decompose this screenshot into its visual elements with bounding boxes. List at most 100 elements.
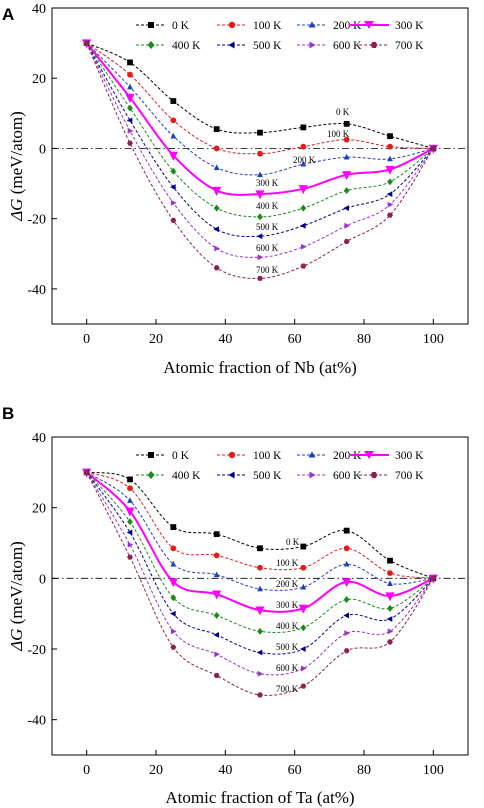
data-point-100-k (300, 143, 307, 150)
data-point-200-k (300, 160, 307, 167)
data-point-300-k (168, 151, 178, 161)
panel-b-x-tick-label: 0 (83, 763, 90, 778)
panel-b-y-tick-label: 40 (32, 431, 46, 446)
data-point-400-k (257, 213, 263, 221)
data-point-400-k (300, 204, 307, 212)
data-point-600-k (214, 651, 220, 658)
data-point-400-k (257, 627, 263, 635)
panel-a-legend: 0 K 100 K 200 K 300 K 400 K (136, 20, 424, 52)
data-point-0-k (127, 476, 133, 483)
panel-a-y-tick-label: 0 (39, 142, 46, 157)
data-point-500-k (386, 191, 393, 197)
panel-b-y-tick-label: 0 (39, 572, 46, 587)
legend-marker-600-k (309, 41, 316, 49)
data-point-300-k (212, 590, 222, 600)
data-point-100-k (343, 545, 350, 552)
legend-label-100-k: 100 K (253, 20, 282, 32)
data-point-700-k (300, 683, 307, 689)
legend-item-700-k: 700 K (359, 40, 424, 52)
legend-marker-500-k (228, 471, 235, 479)
data-point-500-k (300, 646, 306, 652)
legend-marker-300-k (364, 21, 374, 29)
panel-b-ticks: 0 20 40 60 80 100 -40 -20 0 20 40 (27, 431, 444, 778)
curve-label-600-k: 600 K (256, 243, 279, 253)
data-point-100-k (387, 570, 393, 576)
legend-item-600-k: 600 K (297, 40, 362, 52)
panel-b-frame (51, 436, 469, 756)
legend-marker-400-k (147, 41, 155, 49)
panel-b-y-tick-label: -20 (27, 643, 46, 658)
curve-label-200-k: 200 K (293, 155, 316, 165)
data-point-200-k (127, 83, 133, 90)
series-line-500-k (86, 472, 434, 655)
legend-marker-500-k (228, 41, 235, 49)
legend-marker-400-k (147, 471, 155, 479)
data-point-500-k (256, 649, 263, 656)
panel-b-x-tick-label: 40 (218, 763, 232, 778)
legend-label-200-k: 200 K (333, 20, 362, 32)
data-point-100-k (213, 145, 220, 152)
legend-item-200-k: 200 K (297, 450, 362, 462)
data-point-600-k (387, 628, 394, 635)
data-point-600-k (344, 630, 350, 636)
legend-label-400-k: 400 K (172, 470, 201, 482)
panel-a-frame (51, 7, 469, 325)
data-point-200-k (213, 571, 220, 578)
series-line-700-k (86, 42, 434, 279)
data-point-300-k (342, 171, 352, 181)
panel-a-ticks: 0 20 40 60 80 100 -40 -20 0 20 40 (27, 2, 444, 347)
curve-label-100-k: 100 K (327, 129, 350, 139)
data-point-700-k (213, 672, 220, 679)
series-line-400-k (86, 472, 434, 634)
data-point-200-k (213, 164, 220, 171)
panel-b-y-axis-title: ΔG (meV/atom) (7, 541, 26, 652)
data-point-700-k (83, 40, 90, 46)
curve-label-700-k: 700 K (276, 684, 299, 694)
legend-marker-600-k (309, 471, 316, 479)
panel-b-x-tick-label: 100 (423, 763, 444, 778)
panel-a-y-tick-label: -40 (27, 283, 46, 298)
data-point-700-k (343, 648, 350, 654)
series-line-600-k (86, 42, 434, 258)
data-point-100-k (300, 564, 307, 571)
legend-marker-100-k (228, 451, 236, 459)
legend-marker-0-k (148, 22, 154, 28)
panel-a-x-tick-label: 20 (149, 332, 163, 347)
legend-item-300-k: 300 K (349, 450, 424, 462)
legend-label-400-k: 400 K (172, 40, 201, 52)
data-point-0-k (343, 527, 350, 534)
data-point-100-k (127, 71, 133, 78)
legend-marker-700-k (370, 472, 378, 478)
data-point-400-k (343, 596, 350, 604)
panel-b-curves (86, 471, 434, 696)
data-point-0-k (170, 524, 177, 530)
data-point-0-k (213, 126, 220, 133)
data-point-300-k (255, 606, 265, 616)
data-point-700-k (170, 217, 177, 223)
data-point-400-k (213, 611, 220, 619)
curve-label-400-k: 400 K (256, 201, 279, 211)
curve-label-200-k: 200 K (276, 579, 299, 589)
curve-label-400-k: 400 K (276, 621, 299, 631)
legend-item-0-k: 0 K (136, 450, 190, 462)
panel-a-curve-labels: 0 K 100 K 200 K 300 K 400 K 500 K 600 K … (256, 107, 350, 275)
data-point-700-k (127, 554, 133, 560)
data-point-500-k (126, 529, 133, 536)
curve-label-300-k: 300 K (256, 178, 279, 188)
data-point-100-k (170, 117, 177, 124)
data-point-700-k (170, 644, 177, 650)
curve-label-700-k: 700 K (256, 265, 279, 275)
data-point-500-k (386, 616, 393, 622)
data-point-500-k (300, 222, 306, 229)
legend-label-500-k: 500 K (253, 470, 282, 482)
series-line-600-k (86, 472, 434, 676)
data-point-200-k (170, 132, 177, 139)
data-point-700-k (430, 575, 437, 581)
legend-label-0-k: 0 K (172, 450, 190, 462)
data-point-200-k (127, 497, 133, 503)
legend-label-500-k: 500 K (253, 40, 282, 52)
panel-b-y-axis-symbol: ΔG (7, 629, 26, 652)
data-point-0-k (127, 59, 133, 66)
data-point-300-k (255, 190, 265, 200)
